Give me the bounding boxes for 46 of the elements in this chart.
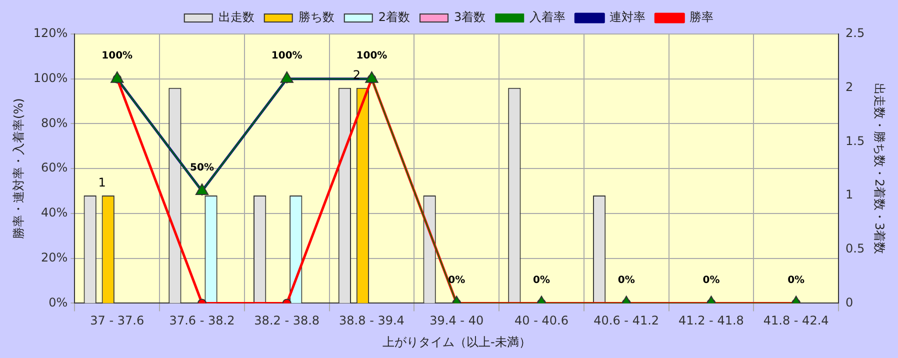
y2-tick-label: 0 xyxy=(846,295,854,310)
data-label: 100% xyxy=(356,50,388,62)
point xyxy=(110,71,124,83)
point xyxy=(365,71,378,83)
y-tick-label: 120% xyxy=(33,26,68,40)
data-label: 0% xyxy=(618,274,635,286)
x-tick-label: 38.8 - 39.4 xyxy=(339,314,404,328)
legend-label: 勝ち数 xyxy=(298,10,334,24)
y-tick-label: 0% xyxy=(48,295,68,310)
y-tick-label: 100% xyxy=(33,70,68,85)
data-label: 0% xyxy=(788,274,805,286)
y-tick-label: 60% xyxy=(41,160,68,175)
point xyxy=(195,184,209,196)
legend-label: 連対率 xyxy=(610,10,646,24)
x-axis-title: 上がりタイム（以上-未満） xyxy=(382,334,531,349)
y2-tick-label: 2 xyxy=(846,80,854,94)
x-tick-label: 37.6 - 38.2 xyxy=(169,314,235,328)
legend-label: 3着数 xyxy=(454,10,486,24)
data-label: 1 xyxy=(98,176,106,190)
data-label: 0% xyxy=(448,274,466,286)
x-tick-label: 40 - 40.6 xyxy=(514,314,568,328)
x-tick-label: 41.8 - 42.4 xyxy=(763,314,829,328)
legend-label: 2着数 xyxy=(378,10,410,24)
legend-label: 勝率 xyxy=(690,10,714,24)
data-label: 100% xyxy=(102,50,133,62)
x-tick-label: 37 - 37.6 xyxy=(90,314,144,328)
y-tick-label: 20% xyxy=(41,250,68,264)
y2-tick-label: 1.5 xyxy=(846,134,865,148)
y-axis-title: 勝率・連対率・入着率(%) xyxy=(11,98,26,239)
data-label: 100% xyxy=(271,50,302,62)
y2-tick-label: 2.5 xyxy=(846,26,865,40)
x-tick-label: 39.4 - 40 xyxy=(430,314,484,328)
y2-axis-title: 出走数・勝ち数・2着数・3着数 xyxy=(872,82,887,254)
y2-tick-label: 0.5 xyxy=(846,241,865,256)
data-label: 50% xyxy=(190,162,214,174)
data-label: 0% xyxy=(702,274,720,286)
y2-tick-label: 1 xyxy=(846,188,854,202)
x-tick-label: 41.2 - 41.8 xyxy=(678,314,744,328)
legend-label: 入着率 xyxy=(530,10,566,24)
point xyxy=(280,71,294,83)
x-tick-label: 40.6 - 41.2 xyxy=(594,314,660,328)
x-tick-label: 38.2 - 38.8 xyxy=(254,314,320,328)
data-label: 0% xyxy=(532,274,550,286)
y-tick-label: 80% xyxy=(41,116,68,130)
y-tick-label: 40% xyxy=(41,206,68,220)
legend-label: 出走数 xyxy=(218,10,254,24)
